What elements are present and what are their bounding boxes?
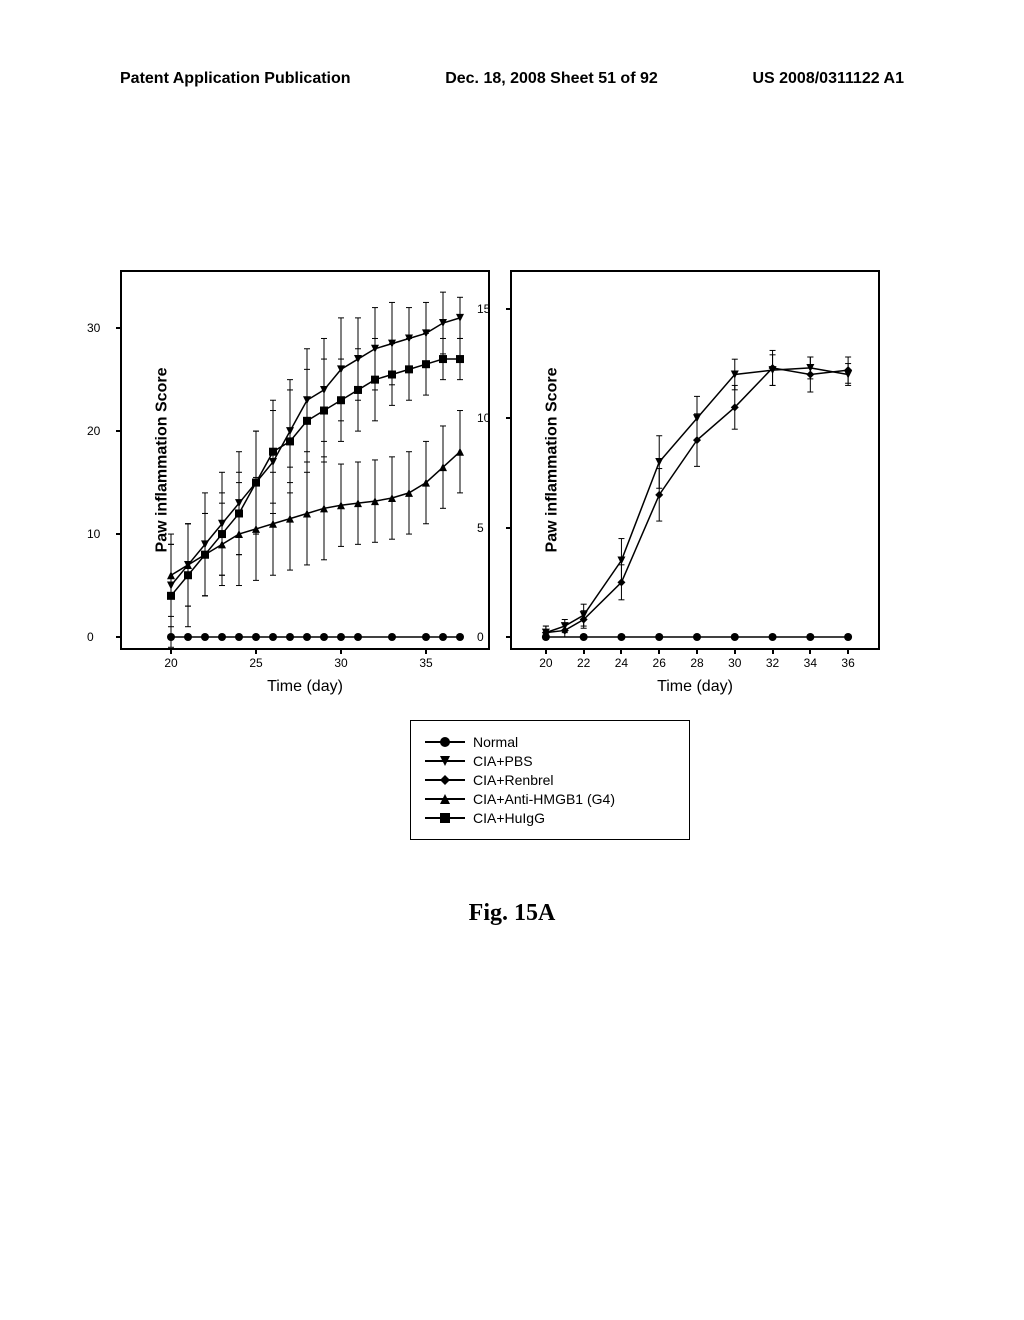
chart-left: Paw inflammation Score Time (day) 010203…	[120, 270, 490, 650]
chart-right: Paw inflammation Score Time (day) 051015…	[510, 270, 880, 650]
y-tick: 10	[477, 411, 490, 425]
x-tick: 20	[539, 656, 552, 670]
chart-container: Paw inflammation Score Time (day) 0 10 20 3…	[120, 270, 904, 720]
x-tick: 25	[249, 656, 262, 670]
left-y-axis-label: Paw inflammation Score	[153, 368, 171, 553]
x-tick: 20	[164, 656, 177, 670]
legend-label: CIA+HuIgG	[473, 810, 545, 826]
x-tick: 24	[615, 656, 628, 670]
x-tick: 28	[690, 656, 703, 670]
header-left: Patent Application Publication	[120, 70, 351, 88]
x-tick: 36	[841, 656, 854, 670]
legend-marker-circle	[425, 736, 465, 748]
legend-item: Normal	[425, 734, 675, 750]
legend-marker-square	[425, 812, 465, 824]
chart-right-svg	[512, 272, 882, 652]
chart-left-svg	[122, 272, 492, 652]
legend-label: CIA+Renbrel	[473, 772, 554, 788]
x-tick: 22	[577, 656, 590, 670]
legend-marker-triangle-up	[425, 793, 465, 805]
figure-label: Fig. 15A	[469, 900, 556, 927]
legend-item: CIA+PBS	[425, 753, 675, 769]
y-tick: 0	[87, 630, 94, 644]
x-tick: 30	[728, 656, 741, 670]
y-tick: 30	[87, 321, 100, 335]
legend: Normal CIA+PBS CIA+Renbrel CIA+Anti-HMGB1 (…	[410, 720, 690, 840]
legend-label: CIA+PBS	[473, 753, 533, 769]
x-tick: 30	[334, 656, 347, 670]
legend-marker-triangle-down	[425, 755, 465, 767]
y-tick: 15	[477, 302, 490, 316]
legend-item: CIA+Anti-HMGB1 (G4)	[425, 791, 675, 807]
legend-label: CIA+Anti-HMGB1 (G4)	[473, 791, 615, 807]
x-tick: 35	[419, 656, 432, 670]
y-tick: 5	[477, 521, 484, 535]
right-x-axis-label: Time (day)	[657, 678, 733, 696]
y-tick: 10	[87, 527, 100, 541]
legend-marker-diamond	[425, 774, 465, 786]
x-tick: 32	[766, 656, 779, 670]
header-center: Dec. 18, 2008 Sheet 51 of 92	[445, 70, 658, 88]
legend-item: CIA+HuIgG	[425, 810, 675, 826]
header-right: US 2008/0311122 A1	[752, 70, 904, 88]
left-x-axis-label: Time (day)	[267, 678, 343, 696]
y-tick: 20	[87, 424, 100, 438]
legend-label: Normal	[473, 734, 518, 750]
legend-item: CIA+Renbrel	[425, 772, 675, 788]
right-y-axis-label: Paw inflammation Score	[543, 368, 561, 553]
x-tick: 34	[804, 656, 817, 670]
y-tick: 0	[477, 630, 484, 644]
x-tick: 26	[653, 656, 666, 670]
